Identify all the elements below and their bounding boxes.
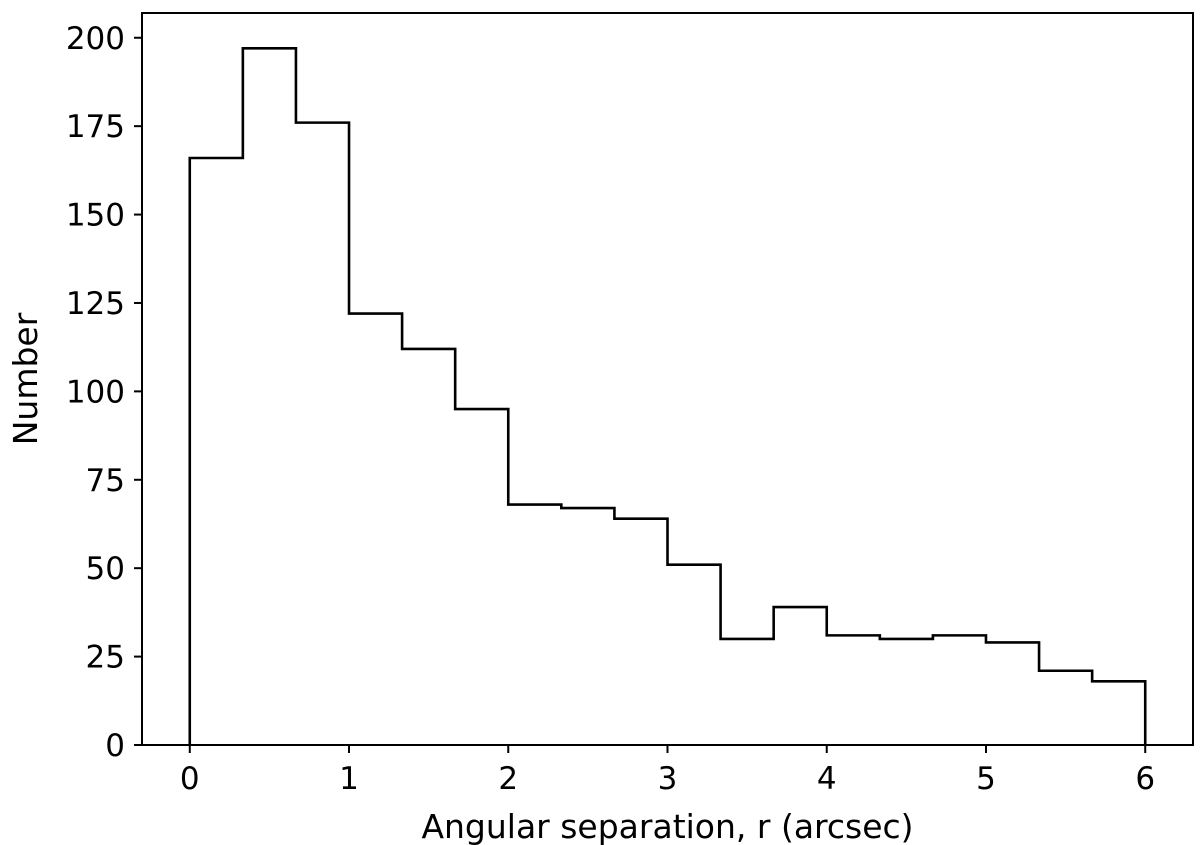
x-tick-label: 1: [339, 761, 359, 797]
y-tick-label: 175: [66, 109, 125, 145]
x-axis-label: Angular separation, r (arcsec): [421, 807, 913, 845]
y-tick-label: 25: [86, 640, 125, 676]
y-tick-label: 75: [86, 463, 125, 499]
y-tick-label: 150: [66, 198, 125, 234]
x-axis-ticks: 0 1 2 3 4 5 6: [180, 745, 1155, 797]
plot-background: [142, 13, 1193, 745]
y-tick-label: 125: [66, 286, 125, 322]
y-tick-label: 0: [105, 728, 125, 764]
x-tick-label: 6: [1135, 761, 1155, 797]
y-tick-label: 50: [86, 551, 125, 587]
x-tick-label: 3: [658, 761, 678, 797]
y-axis-label: Number: [6, 312, 45, 445]
x-tick-label: 4: [817, 761, 837, 797]
y-axis-ticks: 0 25 50 75 100 125 150 175 200: [66, 21, 142, 764]
x-tick-label: 5: [976, 761, 996, 797]
plot-frame: [141, 12, 1194, 746]
y-tick-label: 200: [66, 21, 125, 57]
x-tick-label: 0: [180, 761, 200, 797]
y-tick-label: 100: [66, 374, 125, 410]
histogram-step-line: [188, 47, 1147, 745]
x-tick-label: 2: [498, 761, 518, 797]
